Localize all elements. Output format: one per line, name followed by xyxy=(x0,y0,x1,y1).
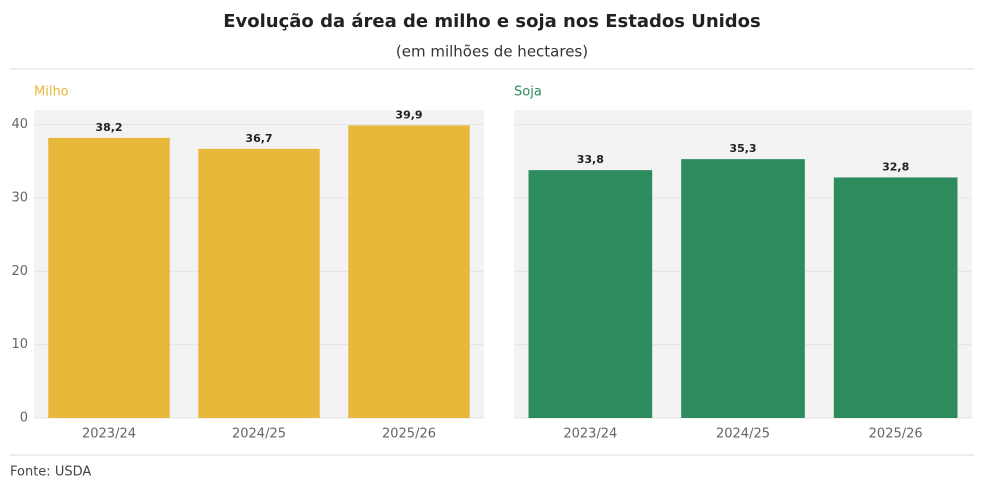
bar xyxy=(348,125,470,419)
y-tick-label: 20 xyxy=(11,264,28,279)
y-tick-label: 40 xyxy=(11,117,28,132)
page-subtitle: (em milhões de hectares) xyxy=(396,43,588,61)
source: Fonte: USDA xyxy=(10,465,91,480)
bar xyxy=(198,148,320,418)
bar xyxy=(528,170,653,418)
x-tick-label: 2024/25 xyxy=(716,427,770,442)
bar xyxy=(833,177,958,418)
value-label: 38,2 xyxy=(95,121,122,134)
y-tick-label: 0 xyxy=(20,411,28,426)
value-label: 32,8 xyxy=(882,160,909,173)
y-tick-label: 30 xyxy=(11,191,28,206)
value-label: 36,7 xyxy=(245,132,272,145)
bar xyxy=(681,159,805,418)
x-tick-label: 2025/26 xyxy=(869,427,923,442)
x-tick-label: 2025/26 xyxy=(382,427,436,442)
x-tick-label: 2023/24 xyxy=(82,427,136,442)
value-label: 33,8 xyxy=(577,153,604,166)
bar xyxy=(48,137,170,418)
y-tick-label: 10 xyxy=(11,337,28,352)
value-label: 35,3 xyxy=(729,142,756,155)
x-tick-label: 2024/25 xyxy=(232,427,286,442)
panel-title: Milho xyxy=(34,85,69,100)
page-title: Evolução da área de milho e soja nos Est… xyxy=(223,11,761,32)
value-label: 39,9 xyxy=(395,108,422,121)
panel-title: Soja xyxy=(514,85,542,100)
x-tick-label: 2023/24 xyxy=(563,427,617,442)
